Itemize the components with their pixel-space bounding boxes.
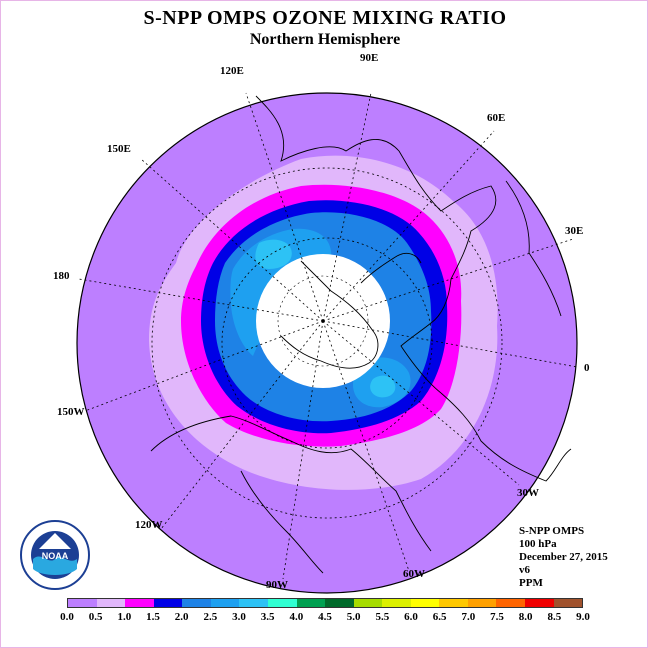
lon-label-0: 0 — [584, 362, 590, 374]
colorbar-tick-label: 6.5 — [432, 611, 447, 623]
colorbar-tick-label: 3.5 — [260, 611, 275, 623]
info-level: 100 hPa — [519, 538, 557, 550]
colorbar-tick-label: 0.0 — [60, 611, 74, 623]
info-units: PPM — [519, 577, 543, 589]
contour-band-3-0 — [255, 239, 292, 269]
info-block: S-NPP OMPS 100 hPa December 27, 2015 v6 … — [519, 525, 608, 590]
colorbar-tick-label: 0.5 — [88, 611, 103, 623]
colorbar-segment — [210, 599, 240, 607]
latitude-circle-inner — [221, 237, 433, 449]
colorbar-tick-label: 4.0 — [289, 611, 304, 623]
colorbar-tick-label: 3.0 — [232, 611, 246, 623]
lon-label-120e: 120E — [220, 65, 244, 77]
colorbar-segment — [325, 599, 354, 607]
colorbar-tick-label: 5.0 — [346, 611, 361, 623]
lon-label-90e: 90E — [360, 52, 378, 64]
lon-label-30w: 30W — [517, 487, 539, 499]
coastlines — [150, 95, 572, 574]
info-instrument: S-NPP OMPS — [519, 525, 585, 537]
colorbar-tick-label: 2.5 — [203, 611, 218, 623]
noaa-logo: NOAA — [20, 520, 90, 590]
colorbar-tick-label: 1.0 — [117, 611, 132, 623]
colorbar-tick-label: 4.5 — [318, 611, 332, 623]
colorbar-segment — [382, 599, 411, 607]
lon-label-150w: 150W — [57, 406, 85, 418]
colorbar-segment — [68, 599, 97, 607]
info-version: v6 — [519, 564, 530, 576]
colorbar-tick-label: 8.0 — [518, 611, 533, 623]
colorbar-segment — [496, 599, 525, 607]
contour-band-3-0-east — [370, 375, 396, 398]
colorbar-tick-label: 7.5 — [490, 611, 504, 623]
colorbar-tick-label: 9.0 — [576, 611, 590, 623]
colorbar-tick-label: 8.5 — [547, 611, 562, 623]
page-title: S-NPP OMPS OZONE MIXING RATIO — [143, 7, 507, 29]
lon-label-60w: 60W — [403, 568, 425, 580]
colorbar-segment — [153, 599, 183, 607]
colorbar-segment — [96, 599, 126, 607]
colorbar-segment — [553, 599, 583, 607]
colorbar-tick-label: 6.0 — [404, 611, 418, 623]
latitude-circle-outer — [151, 167, 503, 519]
info-date: December 27, 2015 — [519, 551, 608, 563]
lon-label-90w: 90W — [266, 579, 288, 591]
colorbar-segment — [439, 599, 468, 607]
colorbar-segment — [182, 599, 211, 607]
colorbar-segment — [467, 599, 497, 607]
colorbar-segment — [525, 599, 554, 607]
svg-text:NOAA: NOAA — [42, 551, 69, 561]
colorbar — [67, 598, 583, 608]
lon-label-150e: 150E — [107, 143, 131, 155]
latitude-circle-polar — [277, 275, 369, 367]
colorbar-segment — [353, 599, 383, 607]
page-subtitle: Northern Hemisphere — [249, 31, 401, 48]
colorbar-segment — [125, 599, 154, 607]
colorbar-segment — [410, 599, 440, 607]
colorbar-tick-label: 5.5 — [375, 611, 390, 623]
colorbar-tick-label: 7.0 — [461, 611, 476, 623]
lon-label-180: 180 — [53, 270, 70, 282]
colorbar-segment — [239, 599, 268, 607]
colorbar-segment — [267, 599, 297, 607]
colorbar-segment — [296, 599, 326, 607]
lon-label-30e: 30E — [565, 225, 583, 237]
colorbar-tick-label: 2.0 — [174, 611, 189, 623]
lon-label-60e: 60E — [487, 112, 505, 124]
colorbar-ticks: 0.0 0.5 1.0 1.5 2.0 2.5 3.0 3.5 4.0 4.5 5.0 5.5 6.0 6… — [60, 611, 590, 625]
meridians — [78, 92, 578, 580]
colorbar-tick-label: 1.5 — [146, 611, 160, 623]
lon-label-120w: 120W — [135, 519, 163, 531]
